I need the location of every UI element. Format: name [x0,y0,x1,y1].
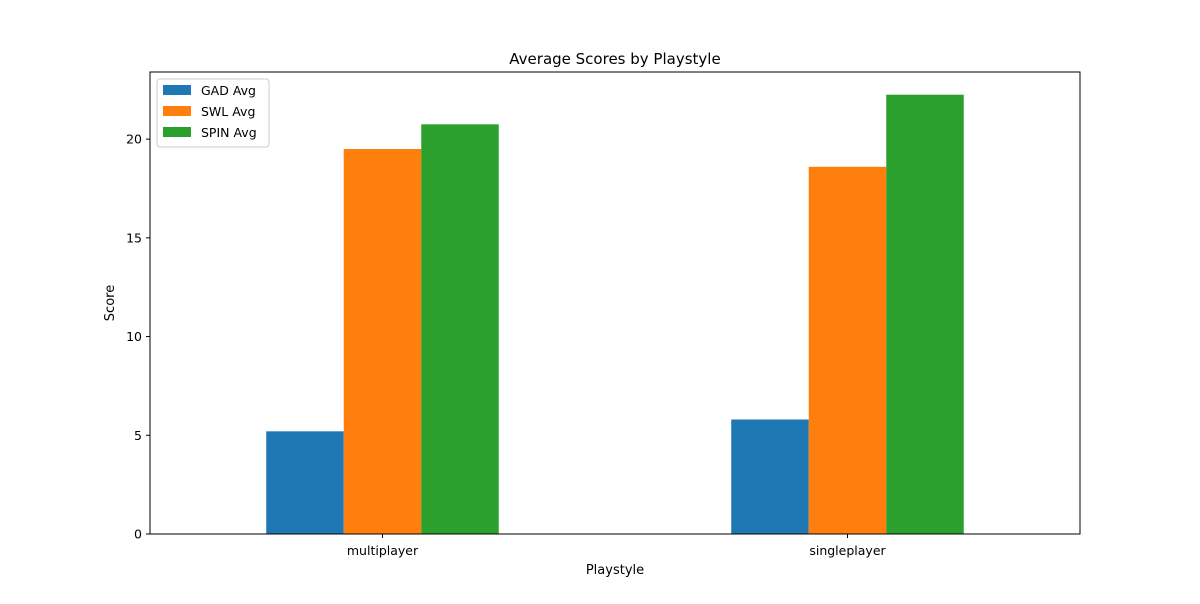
legend-swatch [163,106,191,116]
bar-spin-avg-multiplayer [421,124,499,535]
legend-label: GAD Avg [201,83,256,98]
y-tick-label: 10 [126,329,142,344]
y-axis-label: Score [103,285,118,321]
y-tick-label: 15 [126,230,142,245]
legend: GAD Avg SWL Avg SPIN Avg [156,78,270,148]
bars-layer [266,94,964,535]
bar-gad-avg-singleplayer [731,419,809,534]
bar-swl-avg-singleplayer [808,166,887,534]
bar-spin-avg-singleplayer [886,94,964,534]
y-tick-label: 20 [126,132,142,147]
legend-swatch [163,127,191,137]
y-tick-label: 0 [134,527,142,542]
x-tick-label: multiplayer [347,543,419,558]
legend-swatch [163,85,191,95]
chart-title: Average Scores by Playstyle [509,50,720,68]
y-tick-label: 5 [134,428,142,443]
plot-frame [149,71,1081,535]
bar-swl-avg-multiplayer [343,149,422,534]
x-axis: multiplayer singleplayer [347,534,887,558]
x-axis-label: Playstyle [586,563,644,578]
x-tick-label: singleplayer [809,543,886,558]
legend-label: SWL Avg [201,104,255,119]
y-axis: 0 5 10 15 20 [126,132,150,542]
legend-label: SPIN Avg [201,125,257,140]
bar-gad-avg-multiplayer [266,431,344,534]
